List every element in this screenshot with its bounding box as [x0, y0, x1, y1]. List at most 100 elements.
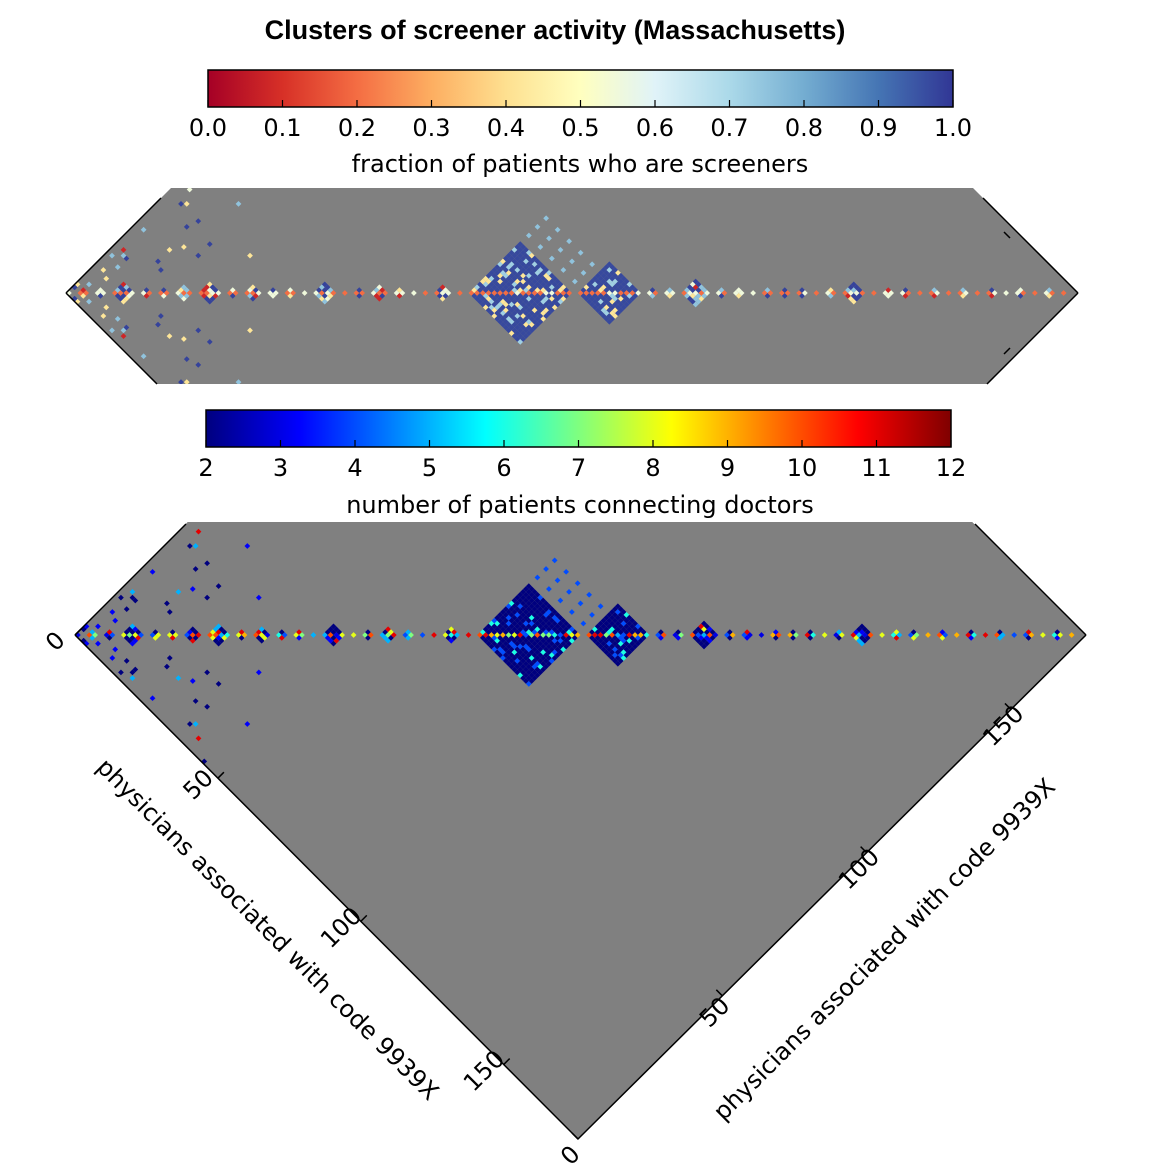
colorbar-screener-fraction-tick-label: 0.5	[561, 114, 599, 142]
heatmap-patient-count-cell	[528, 678, 535, 684]
heatmap-patient-count-cell	[195, 632, 202, 638]
heatmap-patient-count-cell	[525, 646, 532, 653]
colorbar-patient-count-ticks: 2 3 4 5 6 7 8 9 10 11 12	[198, 440, 966, 482]
heatmap-patient-count-cell	[235, 632, 242, 638]
heatmap-patient-count-cell	[620, 643, 627, 650]
heatmap-screener-fraction-cell	[1060, 290, 1067, 296]
heatmap-screener-fraction-cell	[963, 290, 969, 296]
heatmap-patient-count-cell	[296, 629, 302, 635]
heatmap-patient-count-cell	[597, 632, 604, 638]
heatmap-screener-fraction-cell	[100, 313, 107, 319]
heatmap-patient-count-cell	[520, 646, 526, 653]
heatmap-patient-count-cell	[531, 589, 538, 595]
heatmap-patient-count-cell	[187, 543, 193, 549]
heatmap-patient-count-cell	[106, 635, 113, 641]
heatmap-patient-count-cell	[511, 597, 518, 604]
heatmap-patient-count-cell	[859, 635, 865, 641]
heatmap-patient-count-cell	[531, 617, 538, 624]
heatmap-patient-count-cell	[614, 649, 621, 656]
colorbar-patient-count-tick-label: 3	[273, 454, 288, 482]
heatmap-screener-fraction-cell	[767, 290, 774, 296]
heatmap-patient-count-cell	[836, 629, 842, 635]
heatmap-screener-fraction-cell	[206, 241, 213, 247]
heatmap-patient-count-cell	[531, 623, 538, 630]
heatmap-patient-count-cell	[1057, 632, 1064, 638]
heatmap-patient-count-cell	[238, 635, 245, 641]
heatmap-screener-fraction-cell	[859, 290, 866, 296]
heatmap-patient-count-cell	[632, 643, 638, 650]
heatmap-patient-count-cell	[511, 603, 518, 610]
heatmap-patient-count-cell	[534, 574, 541, 581]
heatmap-patient-count-cell	[758, 632, 765, 638]
heatmap-patient-count-cell	[709, 629, 716, 635]
heatmap-screener-fraction-cell	[589, 261, 595, 268]
heatmap-patient-count-cell	[103, 632, 110, 638]
heatmap-patient-count-cell	[560, 646, 567, 653]
heatmap-patient-count-cell	[123, 635, 130, 641]
heatmap-patient-count-cell	[640, 635, 647, 641]
heatmap-patient-count-cell	[525, 675, 532, 681]
colorbar-screener-fraction-label: fraction of patients who are screeners	[352, 150, 809, 178]
heatmap-patient-count-cell	[505, 620, 512, 627]
heatmap-patient-count-cell	[500, 614, 506, 621]
heatmap-patient-count-cell	[525, 657, 532, 664]
heatmap-screener-fraction-cell	[255, 290, 262, 296]
heatmap-patient-count-cell	[793, 632, 799, 638]
heatmap-patient-count-cell	[215, 680, 222, 687]
heatmap-patient-count-cell	[695, 626, 702, 633]
heatmap-patient-count-cell	[620, 609, 627, 615]
heatmap-patient-count-cell	[660, 632, 667, 638]
heatmap-patient-count-cell	[494, 637, 501, 644]
heatmap-screener-fraction-cell	[195, 362, 202, 368]
heatmap-patient-count-cell	[500, 643, 506, 650]
heatmap-patient-count-cell	[543, 635, 549, 641]
heatmap-screener-fraction-cell	[103, 304, 110, 311]
heatmap-patient-count-cell	[566, 640, 572, 647]
heatmap-patient-count-cell	[525, 606, 532, 613]
heatmap-patient-count-cell	[330, 635, 337, 641]
heatmap-screener-fraction-cell	[572, 278, 578, 285]
heatmap-patient-count-cell	[836, 635, 842, 641]
heatmap-screener-fraction-cell	[195, 327, 202, 334]
right-axis-tick-mark	[571, 1132, 579, 1140]
heatmap-patient-count-cell	[505, 649, 512, 656]
heatmap-patient-count-cell	[531, 635, 538, 641]
heatmap-patient-count-cell	[109, 655, 116, 661]
heatmap-patient-count-cell	[632, 626, 638, 633]
heatmap-patient-count-cell	[551, 649, 558, 656]
heatmap-patient-count-cell	[546, 586, 552, 592]
heatmap-patient-count-cell	[508, 600, 515, 607]
heatmap-patient-count-cell	[531, 657, 538, 664]
colorbar-patient-count-tick-label: 8	[645, 454, 660, 482]
heatmap-patient-count-cell	[520, 635, 526, 641]
heatmap-patient-count-cell	[600, 635, 607, 641]
heatmap-patient-count-cell	[996, 629, 1003, 635]
heatmap-patient-count-cell	[606, 635, 613, 641]
heatmap-patient-count-cell	[594, 640, 601, 647]
heatmap-screener-fraction-cell	[129, 290, 135, 296]
heatmap-patient-count-cell	[382, 629, 389, 635]
heatmap-patient-count-cell	[123, 657, 130, 664]
heatmap-patient-count-cell	[502, 629, 509, 635]
heatmap-patient-count-cell	[548, 606, 555, 613]
heatmap-patient-count-cell	[571, 629, 578, 635]
heatmap-patient-count-cell	[614, 632, 621, 638]
heatmap-screener-fraction-cell	[399, 290, 406, 296]
heatmap-screener-fraction-cell	[330, 290, 337, 296]
heatmap-patient-count-cell	[511, 637, 518, 644]
heatmap-patient-count-cell	[505, 660, 512, 667]
heatmap-patient-count-cell	[569, 637, 575, 644]
heatmap-patient-count-cell	[626, 614, 633, 621]
heatmap-patient-count-cell	[511, 626, 518, 633]
colorbar-patient-count-tick-label: 7	[571, 454, 586, 482]
heatmap-patient-count-cell	[675, 629, 682, 635]
heatmap-patient-count-cell	[563, 568, 570, 575]
heatmap-patient-count-cell	[594, 623, 601, 630]
heatmap-patient-count-cell	[189, 632, 196, 638]
heatmap-screener-fraction-cell	[183, 201, 190, 207]
heatmap-patient-count-cell	[867, 632, 874, 638]
heatmap-screener-fraction-cell	[917, 290, 923, 296]
heatmap-patient-count-cell	[557, 626, 564, 633]
heatmap-patient-count-cell	[322, 632, 328, 638]
heatmap-patient-count-cell	[215, 583, 222, 590]
